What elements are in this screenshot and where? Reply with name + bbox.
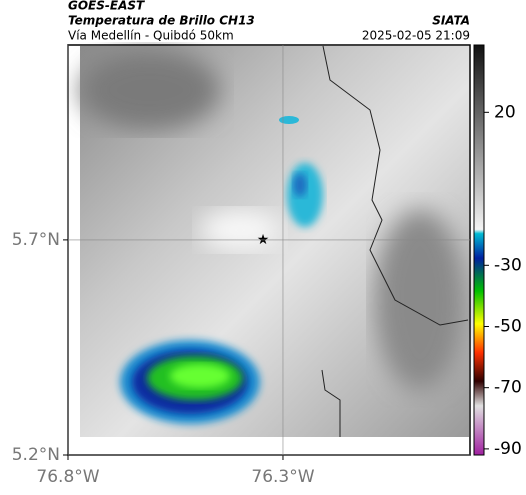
colorbar-tick-label: -30 (494, 255, 522, 275)
x-tick-label: 76.3°W (251, 467, 314, 487)
colorbar-tick-label: 20 (494, 102, 516, 122)
imagery (80, 46, 469, 437)
x-tick-label: 76.8°W (36, 467, 99, 487)
y-tick-label: 5.2°N (12, 445, 60, 465)
colorbar-tick-label: -50 (494, 316, 522, 336)
border (321, 45, 469, 437)
colorbar (473, 44, 485, 456)
y-tick-label: 5.7°N (12, 230, 60, 250)
subtitle: Vía Medellín - Quibdó 50km (68, 29, 234, 43)
colorbar-tick-label: -90 (494, 439, 522, 459)
source: GOES-EAST (68, 0, 145, 13)
colorbar-tick-label: -70 (494, 378, 522, 398)
datetime: 2025-02-05 21:09 (362, 29, 470, 43)
org: SIATA (432, 14, 470, 28)
title: Temperatura de Brillo CH13 (68, 14, 255, 28)
